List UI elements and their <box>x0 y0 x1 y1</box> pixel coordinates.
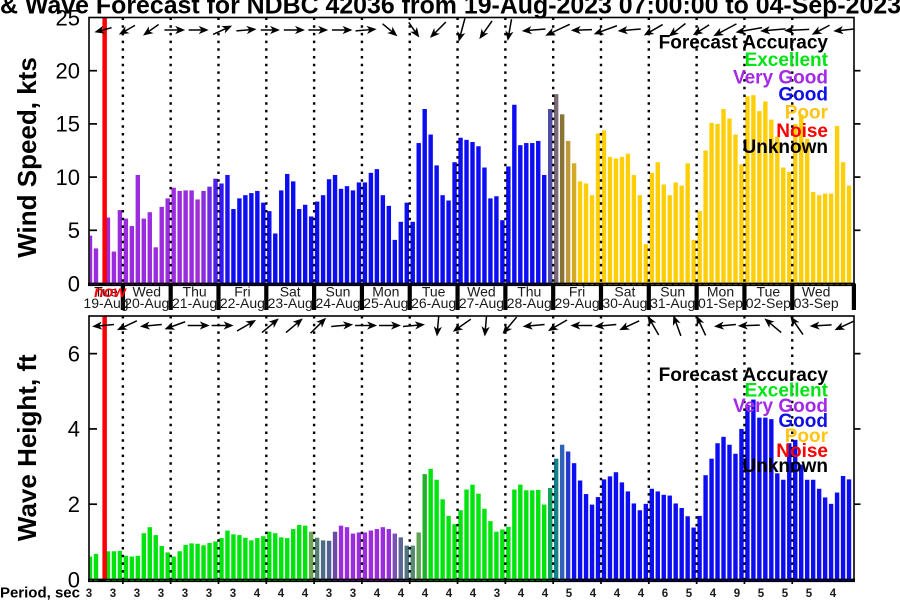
svg-text:0: 0 <box>68 271 80 296</box>
svg-text:3: 3 <box>230 588 236 600</box>
svg-text:02-Sep: 02-Sep <box>746 295 791 311</box>
svg-text:25: 25 <box>56 5 80 30</box>
svg-text:5: 5 <box>758 588 765 600</box>
svg-text:3: 3 <box>134 588 140 600</box>
svg-text:4: 4 <box>470 588 477 600</box>
svg-text:25-Aug: 25-Aug <box>363 295 408 311</box>
svg-text:4: 4 <box>614 588 621 600</box>
svg-text:9: 9 <box>734 588 740 600</box>
svg-text:Wave Height, ft: Wave Height, ft <box>12 354 42 541</box>
svg-text:10: 10 <box>56 165 80 190</box>
svg-text:28-Aug: 28-Aug <box>507 295 552 311</box>
svg-text:20-Aug: 20-Aug <box>124 295 169 311</box>
svg-text:5: 5 <box>686 588 693 600</box>
svg-text:Period, sec: Period, sec <box>0 585 80 601</box>
svg-text:4: 4 <box>446 588 453 600</box>
svg-text:29-Aug: 29-Aug <box>555 295 600 311</box>
svg-text:4: 4 <box>638 588 645 600</box>
svg-text:22-Aug: 22-Aug <box>220 295 265 311</box>
svg-text:Unknown: Unknown <box>743 137 829 158</box>
svg-text:31-Aug: 31-Aug <box>650 295 695 311</box>
svg-text:27-Aug: 27-Aug <box>459 295 504 311</box>
svg-text:now: now <box>94 284 128 301</box>
svg-text:30-Aug: 30-Aug <box>602 295 647 311</box>
svg-text:5: 5 <box>68 218 80 243</box>
svg-text:4: 4 <box>302 588 309 600</box>
svg-text:4: 4 <box>374 588 381 600</box>
svg-text:03-Sep: 03-Sep <box>794 295 839 311</box>
svg-text:6: 6 <box>68 341 80 366</box>
svg-text:15: 15 <box>56 112 80 137</box>
svg-text:4: 4 <box>710 588 717 600</box>
svg-text:4: 4 <box>278 588 285 600</box>
svg-text:5: 5 <box>806 588 813 600</box>
svg-text:3: 3 <box>206 588 212 600</box>
svg-text:3: 3 <box>110 588 116 600</box>
svg-text:6: 6 <box>662 588 668 600</box>
svg-text:4: 4 <box>542 588 549 600</box>
svg-text:4: 4 <box>830 588 837 600</box>
svg-text:3: 3 <box>326 588 332 600</box>
svg-text:Unknown: Unknown <box>743 456 829 477</box>
svg-text:23-Aug: 23-Aug <box>268 295 313 311</box>
svg-text:4: 4 <box>398 588 405 600</box>
svg-text:26-Aug: 26-Aug <box>411 295 456 311</box>
svg-text:21-Aug: 21-Aug <box>172 295 217 311</box>
svg-text:3: 3 <box>86 588 92 600</box>
svg-text:4: 4 <box>68 417 80 442</box>
svg-text:4: 4 <box>254 588 261 600</box>
svg-text:3: 3 <box>494 588 500 600</box>
svg-text:01-Sep: 01-Sep <box>698 295 743 311</box>
svg-text:Wind Speed, kts: Wind Speed, kts <box>12 57 42 258</box>
svg-text:5: 5 <box>782 588 789 600</box>
svg-text:Wind & Wave Forecast for NDBC: Wind & Wave Forecast for NDBC 42036 from… <box>0 0 900 20</box>
svg-text:20: 20 <box>56 59 80 84</box>
svg-text:4: 4 <box>422 588 429 600</box>
svg-text:5: 5 <box>566 588 573 600</box>
svg-text:4: 4 <box>590 588 597 600</box>
svg-text:3: 3 <box>158 588 164 600</box>
svg-text:24-Aug: 24-Aug <box>315 295 360 311</box>
svg-text:Poor: Poor <box>785 102 829 123</box>
svg-text:3: 3 <box>182 588 188 600</box>
svg-text:3: 3 <box>350 588 356 600</box>
svg-text:2: 2 <box>68 492 80 517</box>
svg-text:4: 4 <box>518 588 525 600</box>
